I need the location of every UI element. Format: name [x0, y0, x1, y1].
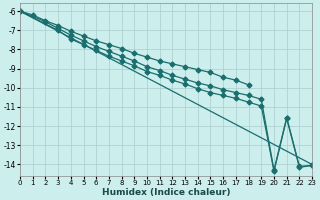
X-axis label: Humidex (Indice chaleur): Humidex (Indice chaleur) — [102, 188, 230, 197]
